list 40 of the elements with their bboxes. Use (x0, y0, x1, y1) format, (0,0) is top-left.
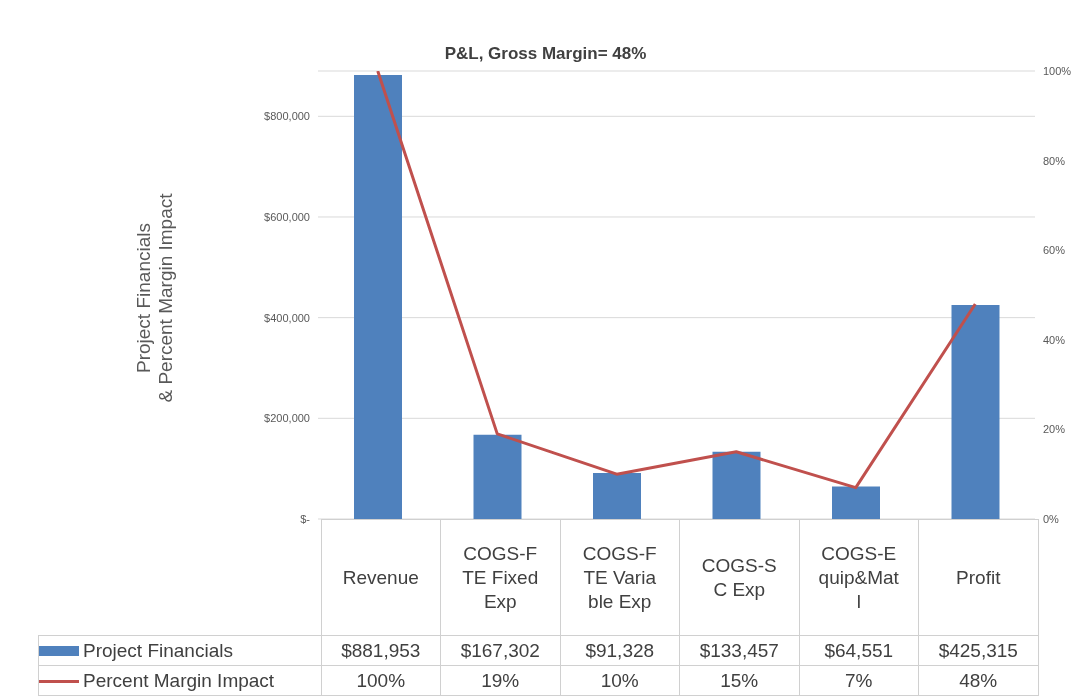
chart-title: P&L, Gross Margin= 48% (443, 44, 648, 64)
x-tick-label: COGS-Equip&Matl (817, 541, 900, 614)
x-tick-label: Revenue (341, 565, 420, 590)
x-tick-label: COGS-FTE Fixed Exp (461, 541, 540, 614)
y-tick-label: $400,000 (264, 311, 310, 324)
bar (951, 304, 1000, 519)
bar (712, 451, 761, 519)
y-tick-label: $600,000 (264, 210, 310, 223)
y2-tick-label: 40% (1043, 333, 1066, 346)
data-label: $425,315 (918, 635, 1038, 666)
y2-tick-label: 100% (1043, 64, 1072, 77)
bar (593, 473, 641, 519)
bar (832, 486, 880, 519)
y-tick-label: $800,000 (264, 110, 310, 123)
data-label: $881,953 (321, 635, 441, 666)
y-tick-label: $200,000 (264, 412, 310, 425)
y2-tick-label: 80% (1043, 154, 1066, 167)
y2-tick-label: 20% (1043, 423, 1066, 436)
x-tick-label: COGS-FTE Variable Exp (581, 541, 658, 614)
data-label: 100% (321, 665, 441, 696)
line-series (376, 71, 977, 490)
x-tick-label: Profit (955, 565, 1002, 590)
data-label: $133,457 (679, 635, 799, 666)
data-label: $91,328 (560, 635, 680, 666)
data-label: 19% (440, 665, 560, 696)
data-label: 48% (918, 665, 1038, 696)
bar (473, 434, 522, 519)
legend-label: Percent Margin Impact (38, 665, 321, 696)
data-label: 15% (679, 665, 799, 696)
y2-tick-label: 0% (1043, 512, 1060, 525)
legend-label: Project Financials (38, 635, 321, 666)
y2-tick-label: 60% (1043, 244, 1066, 257)
y-tick-label: $- (300, 512, 311, 525)
bar (354, 75, 402, 519)
y-axis-title: Project Financials & Percent Margin Impact (133, 192, 177, 405)
x-tick-label: COGS-SC Exp (700, 553, 778, 602)
data-label: 7% (799, 665, 919, 696)
data-label: $64,551 (799, 635, 919, 666)
data-label: 10% (560, 665, 680, 696)
data-label: $167,302 (440, 635, 560, 666)
